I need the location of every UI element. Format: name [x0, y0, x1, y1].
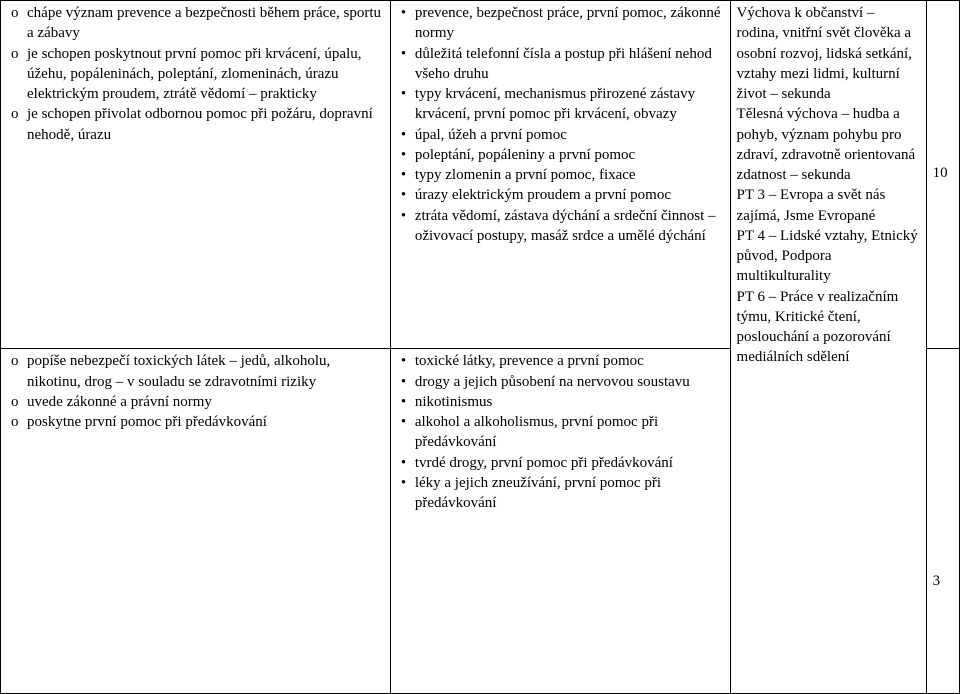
topics-cell-2: toxické látky, prevence a první pomoc dr…	[390, 349, 730, 694]
text: je schopen přivolat odbornou pomoc při p…	[27, 106, 373, 142]
text: úrazy elektrickým proudem a první pomoc	[415, 187, 671, 203]
crosslinks-text: Výchova k občanství – rodina, vnitřní sv…	[737, 3, 920, 368]
table-row: chápe význam prevence a bezpečnosti běhe…	[1, 1, 960, 349]
list-item: je schopen přivolat odbornou pomoc při p…	[7, 104, 384, 145]
text: důležitá telefonní čísla a postup při hl…	[415, 46, 712, 82]
list-item: léky a jejich zneužívání, první pomoc př…	[397, 473, 724, 514]
list-item: poleptání, popáleniny a první pomoc	[397, 145, 724, 165]
text: je schopen poskytnout první pomoc při kr…	[27, 46, 362, 103]
list-item: typy zlomenin a první pomoc, fixace	[397, 165, 724, 185]
outcomes-list-2: popíše nebezpečí toxických látek – jedů,…	[7, 351, 384, 432]
list-item: prevence, bezpečnost práce, první pomoc,…	[397, 3, 724, 44]
text: chápe význam prevence a bezpečnosti běhe…	[27, 5, 381, 41]
hours-value-1: 10	[933, 165, 948, 181]
hours-value-2: 3	[933, 573, 941, 589]
list-item: úrazy elektrickým proudem a první pomoc	[397, 185, 724, 205]
list-item: důležitá telefonní čísla a postup při hl…	[397, 44, 724, 85]
text: typy krvácení, mechanismus přirozené zás…	[415, 86, 695, 122]
list-item: alkohol a alkoholismus, první pomoc při …	[397, 412, 724, 453]
text: drogy a jejich působení na nervovou sous…	[415, 374, 690, 390]
text: léky a jejich zneužívání, první pomoc př…	[415, 475, 661, 511]
list-item: popíše nebezpečí toxických látek – jedů,…	[7, 351, 384, 392]
crosslinks-cell: Výchova k občanství – rodina, vnitřní sv…	[730, 1, 926, 694]
text: nikotinismus	[415, 394, 493, 410]
text: poleptání, popáleniny a první pomoc	[415, 147, 635, 163]
text: poskytne první pomoc při předávkování	[27, 414, 267, 430]
list-item: ztráta vědomí, zástava dýchání a srdeční…	[397, 206, 724, 247]
list-item: úpal, úžeh a první pomoc	[397, 125, 724, 145]
text: ztráta vědomí, zástava dýchání a srdeční…	[415, 208, 716, 244]
text: prevence, bezpečnost práce, první pomoc,…	[415, 5, 721, 41]
list-item: je schopen poskytnout první pomoc při kr…	[7, 44, 384, 105]
list-item: uvede zákonné a právní normy	[7, 392, 384, 412]
topics-list-2: toxické látky, prevence a první pomoc dr…	[397, 351, 724, 513]
list-item: tvrdé drogy, první pomoc při předávkován…	[397, 453, 724, 473]
list-item: typy krvácení, mechanismus přirozené zás…	[397, 84, 724, 125]
page: chápe význam prevence a bezpečnosti běhe…	[0, 0, 960, 694]
list-item: drogy a jejich působení na nervovou sous…	[397, 372, 724, 392]
outcomes-cell-2: popíše nebezpečí toxických látek – jedů,…	[1, 349, 391, 694]
topics-cell-1: prevence, bezpečnost práce, první pomoc,…	[390, 1, 730, 349]
list-item: nikotinismus	[397, 392, 724, 412]
hours-cell-2: 3	[926, 349, 959, 694]
text: typy zlomenin a první pomoc, fixace	[415, 167, 636, 183]
text: alkohol a alkoholismus, první pomoc při …	[415, 414, 658, 450]
text: úpal, úžeh a první pomoc	[415, 127, 567, 143]
text: toxické látky, prevence a první pomoc	[415, 353, 644, 369]
text: uvede zákonné a právní normy	[27, 394, 212, 410]
topics-list-1: prevence, bezpečnost práce, první pomoc,…	[397, 3, 724, 246]
list-item: toxické látky, prevence a první pomoc	[397, 351, 724, 371]
outcomes-cell-1: chápe význam prevence a bezpečnosti běhe…	[1, 1, 391, 349]
list-item: chápe význam prevence a bezpečnosti běhe…	[7, 3, 384, 44]
text: popíše nebezpečí toxických látek – jedů,…	[27, 353, 330, 389]
list-item: poskytne první pomoc při předávkování	[7, 412, 384, 432]
main-table: chápe význam prevence a bezpečnosti běhe…	[0, 0, 960, 694]
hours-cell-1: 10	[926, 1, 959, 349]
outcomes-list-1: chápe význam prevence a bezpečnosti běhe…	[7, 3, 384, 145]
text: tvrdé drogy, první pomoc při předávkován…	[415, 455, 673, 471]
